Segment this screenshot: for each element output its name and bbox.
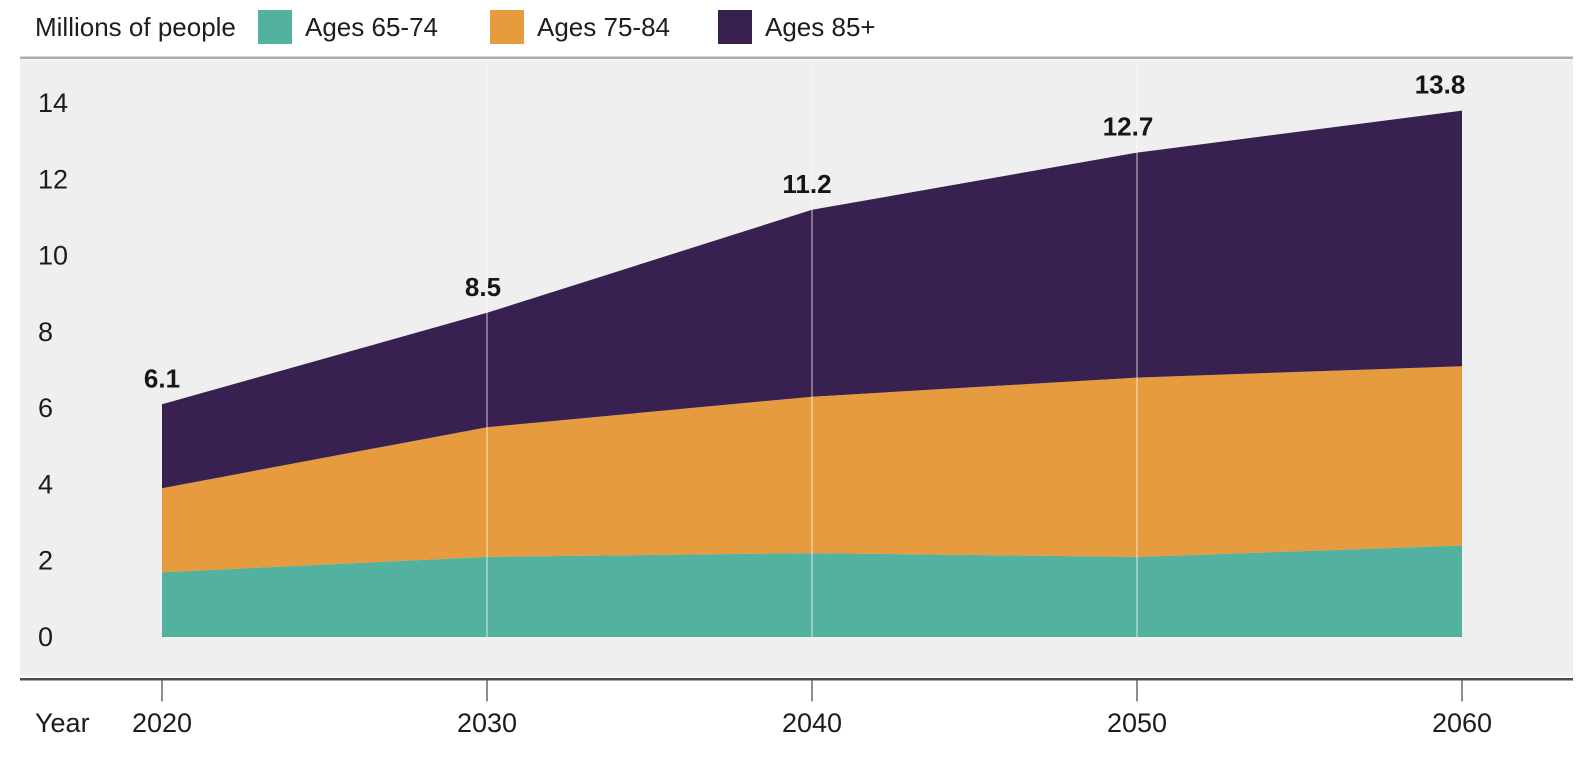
legend-item-ages-65-74: Ages 65-74 [258,10,438,44]
legend-label: Ages 75-84 [537,12,670,42]
x-tick-2030 [486,680,488,702]
y-axis-units-label: Millions of people [35,12,236,42]
legend-label: Ages 85+ [765,12,876,42]
x-tick-label-2050: 2050 [1107,708,1167,738]
legend-item-ages-75-84: Ages 75-84 [490,10,670,44]
x-tick-2060 [1461,680,1463,702]
legend-swatch [258,10,292,44]
y-tick-label-10: 10 [38,241,68,271]
total-data-label-2060: 13.8 [1415,70,1466,100]
x-tick-label-2020: 2020 [132,708,192,738]
total-data-label-2020: 6.1 [144,363,180,393]
y-tick-label-0: 0 [38,622,53,652]
x-tick-2020 [161,680,163,702]
x-axis-line [20,678,1573,681]
y-tick-label-6: 6 [38,393,53,423]
x-axis-title: Year [35,708,90,738]
y-tick-label-14: 14 [38,88,68,118]
y-tick-label-4: 4 [38,469,53,499]
x-tick-2050 [1136,680,1138,702]
x-tick-label-2030: 2030 [457,708,517,738]
x-tick-2040 [811,680,813,702]
y-tick-label-12: 12 [38,164,68,194]
legend-swatch [490,10,524,44]
legend: Millions of people Ages 65-74 Ages 75-84 A… [0,0,1586,58]
legend-swatch [718,10,752,44]
total-data-label-2030: 8.5 [465,272,501,302]
total-data-label-2040: 11.2 [782,169,831,199]
legend-item-ages-85-: Ages 85+ [718,10,876,44]
x-tick-label-2060: 2060 [1432,708,1492,738]
total-data-label-2050: 12.7 [1103,112,1154,142]
x-tick-label-2040: 2040 [782,708,842,738]
plot-top-border [20,56,1573,59]
y-tick-label-8: 8 [38,317,53,347]
y-tick-label-2: 2 [38,546,53,576]
legend-label: Ages 65-74 [305,12,438,42]
